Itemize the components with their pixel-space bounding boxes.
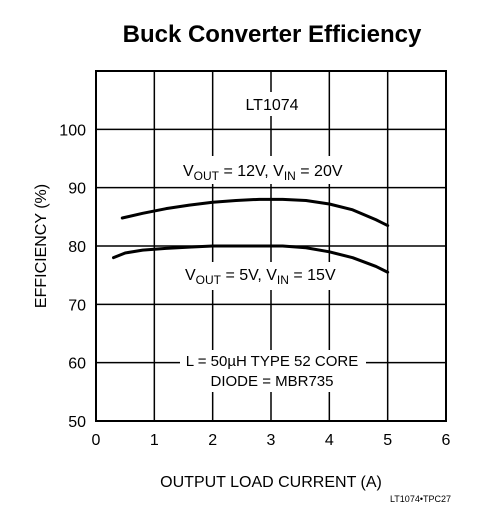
series-label-5v: VOUT = 5V, VIN = 15V bbox=[185, 267, 336, 287]
y-tick-label: 60 bbox=[68, 356, 86, 373]
device-label: LT1074 bbox=[245, 97, 298, 114]
x-tick-label: 2 bbox=[208, 432, 217, 449]
y-tick-label: 80 bbox=[68, 239, 86, 256]
plot-frame bbox=[95, 70, 447, 422]
series-label-12v: VOUT = 12V, VIN = 20V bbox=[183, 163, 343, 183]
series-line-1 bbox=[120, 197, 390, 228]
series-lines bbox=[112, 197, 390, 274]
x-tick-label: 1 bbox=[150, 432, 159, 449]
y-tick-label: 90 bbox=[68, 181, 86, 198]
x-tick-label: 6 bbox=[442, 432, 451, 449]
y-tick-label: 100 bbox=[59, 122, 86, 139]
x-tick-label: 4 bbox=[325, 432, 334, 449]
x-axis-label: OUTPUT LOAD CURRENT (A) bbox=[160, 474, 382, 491]
x-tick-label: 3 bbox=[267, 432, 276, 449]
note-inductor: L = 50µH TYPE 52 CORE bbox=[186, 353, 358, 370]
series-line-2 bbox=[112, 244, 390, 274]
note-diode: DIODE = MBR735 bbox=[211, 373, 334, 390]
y-tick-labels: 50 60 70 80 90 100 bbox=[59, 122, 86, 431]
x-tick-label: 5 bbox=[383, 432, 392, 449]
figure-code: LT1074•TPC27 bbox=[390, 494, 451, 504]
y-tick-label: 50 bbox=[68, 414, 86, 431]
y-axis-label: EFFICIENCY (%) bbox=[33, 184, 50, 308]
x-tick-label: 0 bbox=[92, 432, 101, 449]
x-tick-labels: 0 1 2 3 4 5 6 bbox=[92, 432, 451, 449]
y-tick-label: 70 bbox=[68, 297, 86, 314]
chart-title: Buck Converter Efficiency bbox=[123, 21, 422, 48]
